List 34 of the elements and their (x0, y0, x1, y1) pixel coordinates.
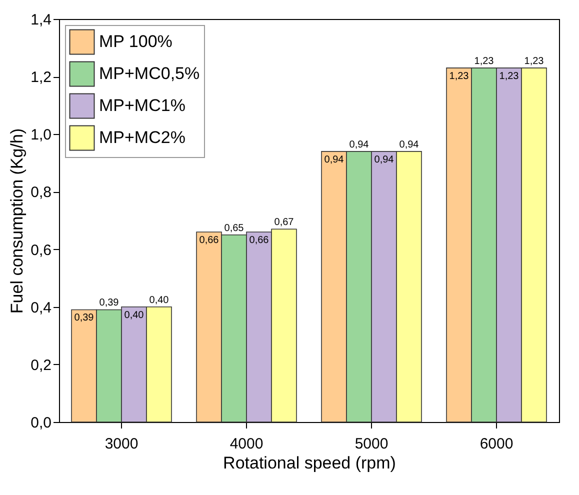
y-tick-label: 0,2 (30, 356, 52, 374)
data-label: 0,94 (324, 154, 344, 166)
data-label: 0,67 (274, 217, 294, 228)
data-label: 0,94 (349, 139, 370, 150)
data-label: 0,94 (374, 154, 394, 166)
legend-label: MP+MC1% (99, 96, 186, 115)
data-label: 0,39 (99, 298, 120, 309)
data-label: 1,23 (474, 56, 494, 67)
legend-label: MP+MC0,5% (99, 64, 200, 83)
legend-label: MP+MC2% (99, 128, 186, 147)
y-tick-label: 1,0 (30, 126, 52, 144)
y-tick-label: 0,8 (30, 184, 52, 202)
legend-label: MP 100% (99, 32, 172, 51)
y-axis-title: Fuel consumption (Kg/h) (8, 128, 27, 314)
data-label: 0,40 (124, 310, 144, 321)
data-label: 0,66 (249, 235, 270, 246)
y-tick-label: 0,6 (30, 242, 52, 259)
x-axis-title: Rotational speed (rpm) (223, 454, 396, 472)
data-label: 0,40 (149, 294, 170, 306)
y-tick-label: 0,4 (30, 299, 52, 316)
data-label: 0,39 (74, 312, 94, 324)
x-tick-label: 5000 (354, 436, 388, 452)
x-tick-label: 4000 (230, 436, 264, 452)
y-tick-label: 1,4 (30, 12, 52, 28)
x-tick-label: 3000 (104, 436, 138, 452)
x-tick-label: 6000 (480, 436, 514, 452)
data-label: 0,65 (224, 222, 244, 234)
data-label: 0,66 (199, 235, 220, 246)
data-label: 0,94 (399, 139, 420, 150)
data-label: 1,23 (524, 56, 544, 67)
y-tick-label: 1,2 (30, 69, 52, 86)
data-label: 1,23 (499, 70, 520, 82)
data-label: 1,23 (449, 70, 470, 82)
y-tick-label: 0,0 (30, 414, 52, 432)
